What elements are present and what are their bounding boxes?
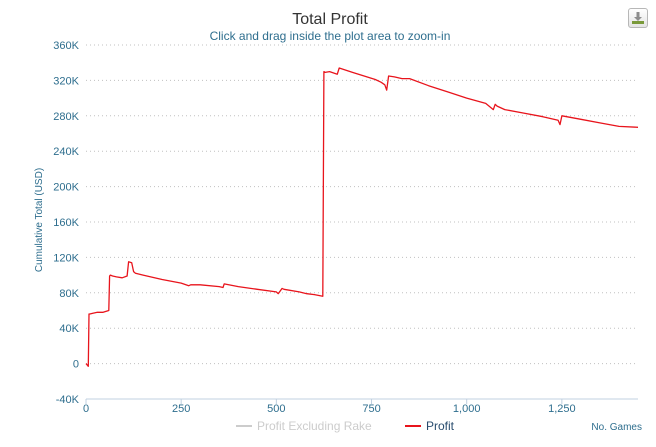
x-axis-label: No. Games [591,422,642,433]
y-tick-label: 0 [73,359,79,371]
y-tick-label: -40K [56,394,80,406]
y-tick-label: 320K [53,75,79,87]
legend-label: Profit Excluding Rake [257,419,372,433]
download-icon[interactable] [628,8,648,28]
x-tick-label: 500 [267,403,285,415]
y-axis-label: Cumulative Total (USD) [34,168,45,272]
y-tick-label: 200K [53,182,79,194]
y-tick-label: 40K [59,323,79,335]
x-tick-label: 750 [362,403,380,415]
y-tick-label: 360K [53,40,79,52]
x-tick-label: 250 [172,403,190,415]
download-icon-glyph [632,12,644,24]
x-tick-label: 0 [83,403,89,415]
y-tick-label: 160K [53,217,79,229]
legend-item[interactable]: Profit [405,419,455,433]
x-tick-label: 1,000 [453,403,481,415]
axis-layer: -40K040K80K120K160K200K240K280K320K360K0… [53,40,638,415]
y-tick-label: 280K [53,111,79,123]
y-tick-label: 120K [53,252,79,264]
chart-title: Total Profit [292,11,368,28]
grid-layer [86,44,638,365]
legend-label: Profit [426,419,455,433]
chart-subtitle: Click and drag inside the plot area to z… [210,29,451,43]
y-tick-label: 240K [53,146,79,158]
y-tick-label: 80K [59,288,79,300]
series-line-profit[interactable] [85,67,639,367]
legend[interactable]: Profit Excluding Rake Profit [236,419,455,433]
legend-item[interactable]: Profit Excluding Rake [236,419,372,433]
series-layer[interactable] [85,67,639,367]
x-tick-label: 1,250 [548,403,576,415]
